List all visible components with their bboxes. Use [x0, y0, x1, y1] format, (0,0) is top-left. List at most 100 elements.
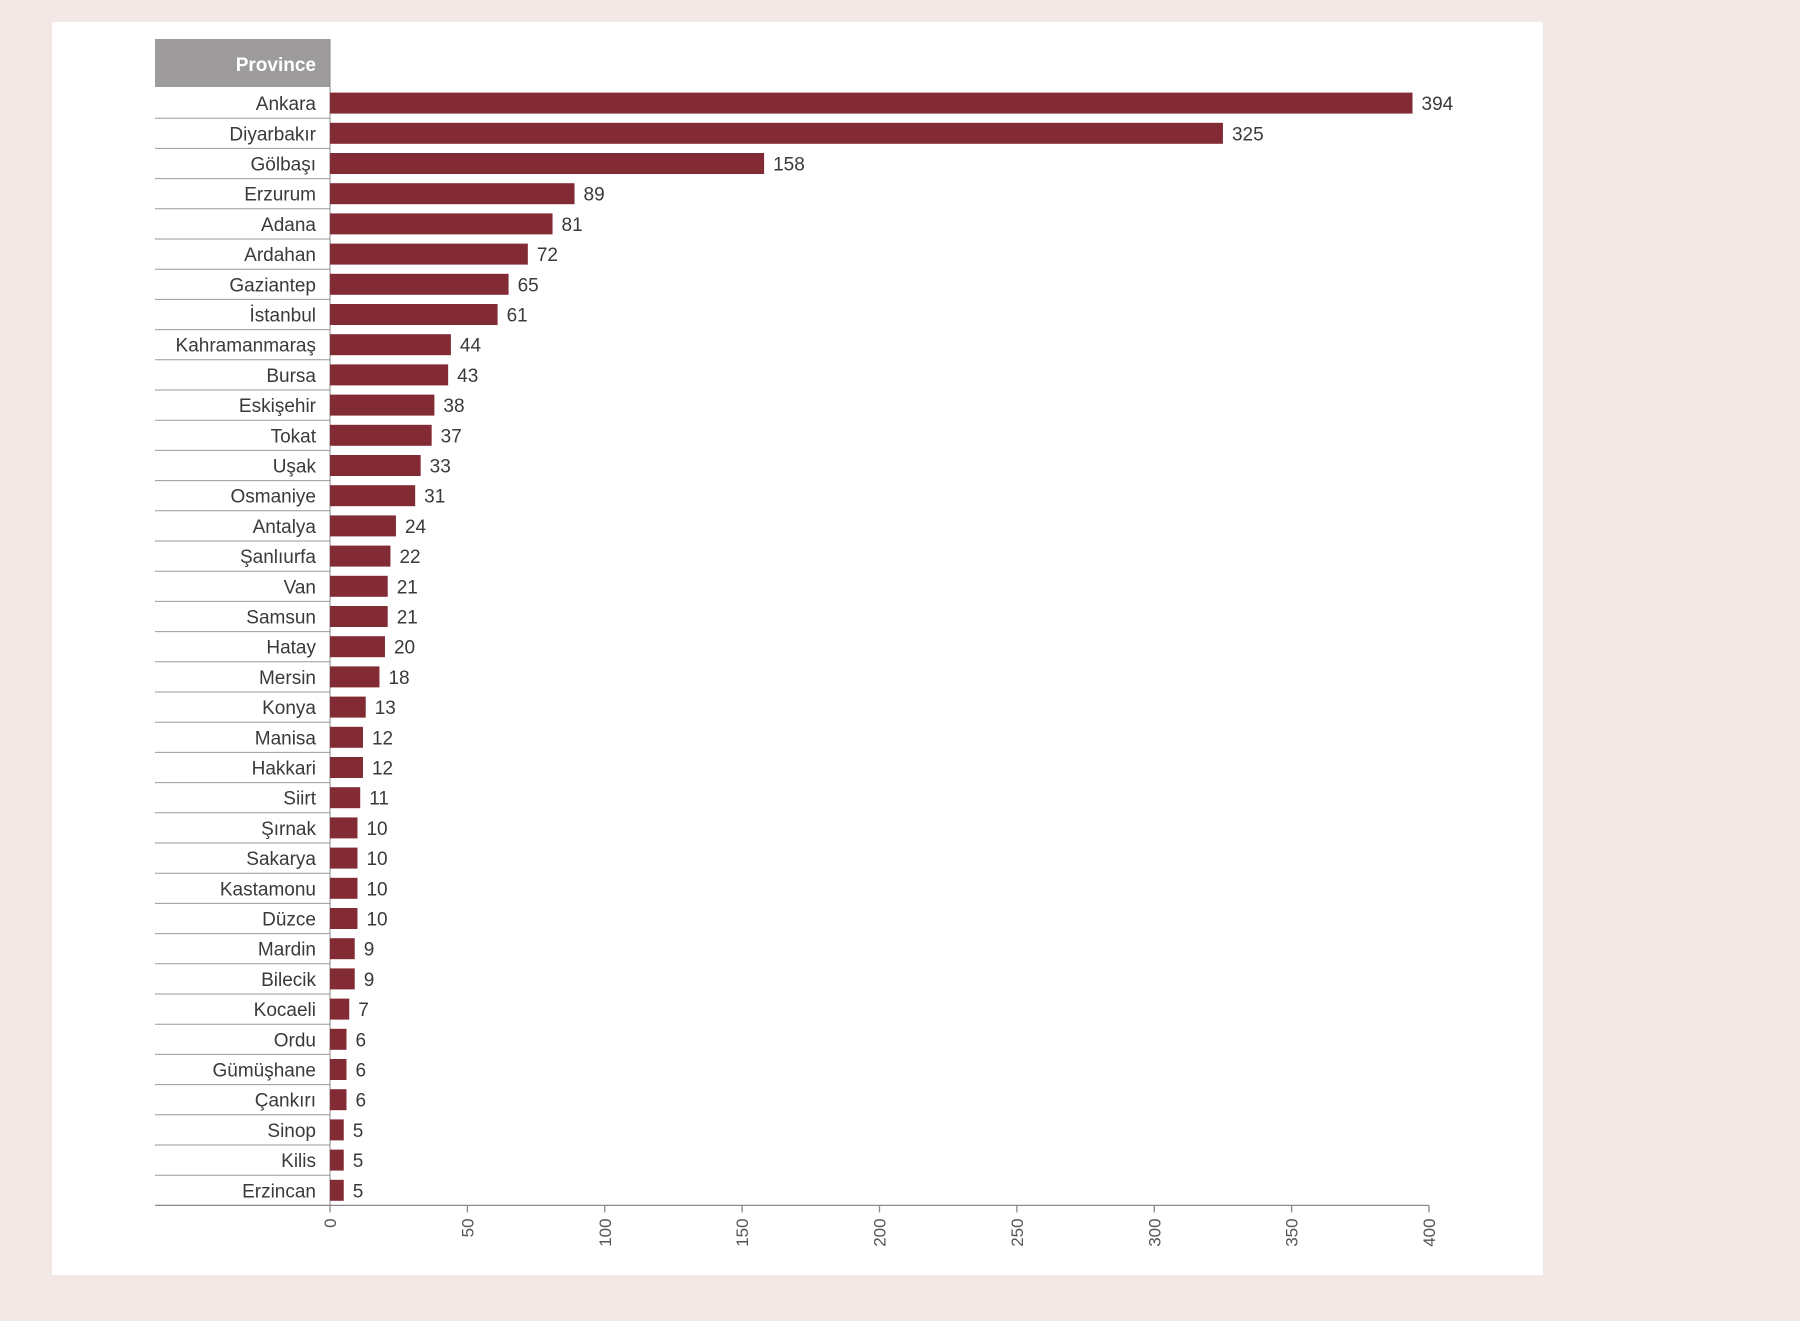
value-label: 7	[358, 1000, 369, 1021]
x-tick-label: 50	[458, 1218, 477, 1237]
bar	[330, 455, 421, 476]
value-label: 11	[369, 789, 389, 810]
bar	[330, 606, 388, 627]
x-tick-label: 100	[596, 1218, 615, 1246]
bar	[330, 1149, 344, 1171]
category-label: Samsun	[246, 608, 316, 629]
value-label: 10	[366, 910, 387, 931]
category-label: Diyarbakır	[229, 124, 316, 145]
category-label: Osmaniye	[230, 487, 316, 508]
value-label: 5	[353, 1121, 364, 1142]
category-label: Sakarya	[246, 849, 316, 870]
category-header-label: Province	[236, 55, 316, 76]
category-label: Uşak	[273, 457, 317, 478]
value-label: 72	[537, 245, 558, 266]
bar	[330, 304, 498, 325]
value-label: 22	[399, 547, 420, 568]
category-label: Ardahan	[244, 245, 316, 266]
value-label: 33	[430, 457, 451, 478]
category-label: Gümüşhane	[212, 1061, 316, 1082]
bar-chart: Province AnkaraDiyarbakırGölbaşıErzurumA…	[155, 39, 1454, 1247]
value-label: 21	[397, 608, 418, 629]
x-tick-label: 150	[733, 1218, 752, 1246]
bar	[330, 998, 350, 1020]
bar	[330, 122, 1223, 144]
category-label: Kahramanmaraş	[176, 336, 316, 357]
bar	[330, 968, 355, 990]
category-label: Kilis	[281, 1151, 316, 1172]
category-label: Sinop	[267, 1121, 316, 1142]
category-header-background	[155, 39, 330, 87]
chart-panel: Province Ankara Diyarbakır Gölbaşı Erzurum A…	[52, 22, 1543, 1275]
value-label: 325	[1232, 124, 1264, 145]
category-label: Düzce	[262, 910, 316, 931]
category-label: Hakkari	[252, 759, 316, 780]
category-label: Çankırı	[255, 1091, 316, 1112]
value-label: 5	[353, 1181, 364, 1202]
bar	[330, 183, 575, 205]
category-label: Manisa	[255, 728, 317, 749]
category-label: Mersin	[259, 668, 316, 689]
category-label: Antalya	[253, 517, 317, 538]
value-label: 65	[518, 275, 539, 296]
value-label: 61	[507, 306, 528, 327]
category-label: Mardin	[258, 940, 316, 961]
category-label: Erzincan	[242, 1181, 316, 1202]
value-label: 12	[372, 759, 393, 780]
bar	[330, 1059, 347, 1080]
category-label: Eskişehir	[239, 396, 317, 417]
bar	[330, 847, 358, 869]
bar	[330, 545, 391, 567]
value-label: 10	[366, 849, 387, 870]
category-label: İstanbul	[249, 306, 316, 327]
bar	[330, 1028, 347, 1050]
category-label: Bilecik	[261, 970, 316, 991]
bar	[330, 575, 388, 597]
bar	[330, 1179, 344, 1201]
bar	[330, 757, 363, 778]
bar	[330, 1089, 347, 1111]
bar	[330, 666, 380, 688]
value-label: 13	[375, 698, 396, 719]
category-label: Ankara	[256, 94, 317, 115]
bar	[330, 636, 385, 658]
value-label: 9	[364, 970, 375, 991]
value-labels: 3943251588981726561444338373331242221212…	[353, 94, 1454, 1202]
value-label: 6	[355, 1091, 366, 1112]
category-labels: Ankara Diyarbakır Gölbaşı Erzurum Adana Ardah…	[176, 94, 317, 1202]
value-label: 89	[584, 185, 605, 206]
x-axis: 0 50 100 150 200 250 300 350 400	[155, 1204, 1439, 1247]
category-label: Kastamonu	[220, 879, 316, 900]
value-label: 44	[460, 336, 482, 357]
value-label: 18	[388, 668, 409, 689]
x-tick-label: 300	[1145, 1218, 1164, 1246]
bar	[330, 153, 765, 174]
bar	[330, 696, 366, 718]
bar	[330, 787, 361, 809]
value-label: 31	[424, 487, 445, 508]
value-label: 24	[405, 517, 427, 538]
category-label: Konya	[262, 698, 316, 719]
category-label: Gölbaşı	[251, 155, 316, 176]
category-label: Tokat	[271, 426, 317, 447]
category-label: Siirt	[283, 789, 316, 810]
category-label: Şırnak	[261, 819, 316, 840]
value-label: 20	[394, 638, 415, 659]
bar	[330, 485, 416, 507]
category-label: Bursa	[266, 366, 316, 387]
value-label: 37	[441, 426, 462, 447]
x-tick-label: 200	[871, 1218, 890, 1246]
category-header: Province	[155, 39, 330, 87]
value-label: 394	[1422, 94, 1454, 115]
value-label: 43	[457, 366, 478, 387]
value-label: 9	[364, 940, 375, 961]
bar	[330, 213, 553, 235]
value-label: 10	[366, 879, 387, 900]
x-tick-label: 350	[1283, 1218, 1302, 1246]
value-label: 10	[366, 819, 387, 840]
bar	[330, 726, 363, 748]
bar	[330, 334, 451, 356]
value-label: 6	[355, 1061, 366, 1082]
value-label: 158	[773, 155, 805, 176]
bar	[330, 817, 358, 839]
